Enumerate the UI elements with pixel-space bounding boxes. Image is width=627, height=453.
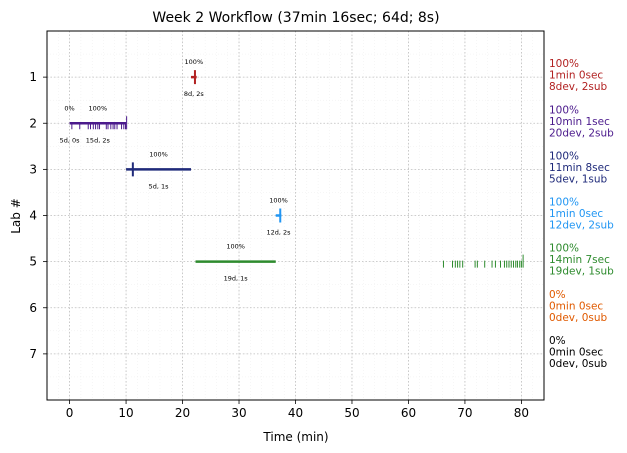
y-tick-label: 6 — [29, 301, 37, 315]
lab-summary-line: 20dev, 2sub — [549, 127, 614, 139]
bar-count-label: 5d, 1s — [149, 182, 170, 190]
bar-labels: 100% 8d, 2s 0% 5d, 0s 100% 15d, 2s 100% 5d, 1s 1… — [60, 58, 292, 283]
lab-summary-line: 100% — [549, 104, 579, 116]
lab-summary-line: 0min 0sec — [549, 346, 603, 358]
lab-summary-line: 0min 0sec — [549, 300, 603, 312]
bar-count-label: 12d, 2s — [267, 229, 292, 237]
lab-summary-line: 1min 0sec — [549, 70, 603, 82]
y-tick-label: 3 — [29, 162, 37, 176]
y-tick-label: 5 — [29, 255, 37, 269]
x-tick-label: 0 — [66, 406, 74, 420]
bar-count-label: 8d, 2s — [184, 90, 205, 98]
bar-count-label: 15d, 2s — [86, 136, 111, 144]
x-axis-label: Time (min) — [262, 430, 328, 444]
bar-percent-label: 0% — [64, 104, 74, 112]
bar-count-label: 5d, 0s — [60, 136, 81, 144]
x-tick-label: 30 — [231, 406, 246, 420]
y-tick-label: 4 — [29, 209, 37, 223]
x-tick-label: 70 — [457, 406, 472, 420]
lab-summary-line: 0dev, 0sub — [549, 312, 608, 324]
lab-summary-line: 100% — [549, 150, 579, 162]
x-tick-label: 60 — [401, 406, 416, 420]
lab-summary-line: 100% — [549, 58, 579, 70]
lab-summary-line: 19dev, 1sub — [549, 266, 614, 278]
x-tick-label: 50 — [344, 406, 359, 420]
bar-percent-label: 100% — [226, 243, 245, 251]
x-tick-label: 40 — [288, 406, 303, 420]
x-tick-label: 20 — [175, 406, 190, 420]
y-tick-label: 1 — [29, 70, 37, 84]
lab-summary-line: 0% — [549, 289, 566, 301]
y-axis-label: Lab # — [9, 198, 23, 234]
event-ticks — [71, 70, 524, 268]
y-tick-label: 7 — [29, 347, 37, 361]
x-tick-label: 80 — [514, 406, 529, 420]
lab-summary-line: 100% — [549, 197, 579, 209]
lab-summary-line: 11min 8sec — [549, 162, 610, 174]
lab-summary-line: 100% — [549, 243, 579, 255]
lab-summary-line: 5dev, 1sub — [549, 173, 608, 185]
bar-count-label: 19d, 1s — [224, 275, 249, 283]
grid — [46, 31, 545, 400]
lab-summary-line: 8dev, 2sub — [549, 81, 608, 93]
lab-summary-line: 14min 7sec — [549, 254, 610, 266]
bar-percent-label: 100% — [149, 150, 168, 158]
y-tick-label: 2 — [29, 116, 37, 130]
x-tick-label: 10 — [118, 406, 133, 420]
lab-summary-line: 0% — [549, 335, 566, 347]
lab-summary-line: 10min 1sec — [549, 116, 610, 128]
lab-summary-line: 12dev, 2sub — [549, 220, 614, 232]
lab-summary-line: 0dev, 0sub — [549, 358, 608, 370]
bar-percent-label: 100% — [269, 197, 288, 205]
bar-percent-label: 100% — [89, 104, 108, 112]
lab-summary-line: 1min 0sec — [549, 208, 603, 220]
axis-ticks: 0 10 20 30 40 50 60 70 80 1 2 3 4 5 6 7 — [29, 70, 529, 420]
bar-percent-label: 100% — [185, 58, 204, 66]
chart-title: Week 2 Workflow (37min 16sec; 64d; 8s) — [152, 10, 439, 26]
